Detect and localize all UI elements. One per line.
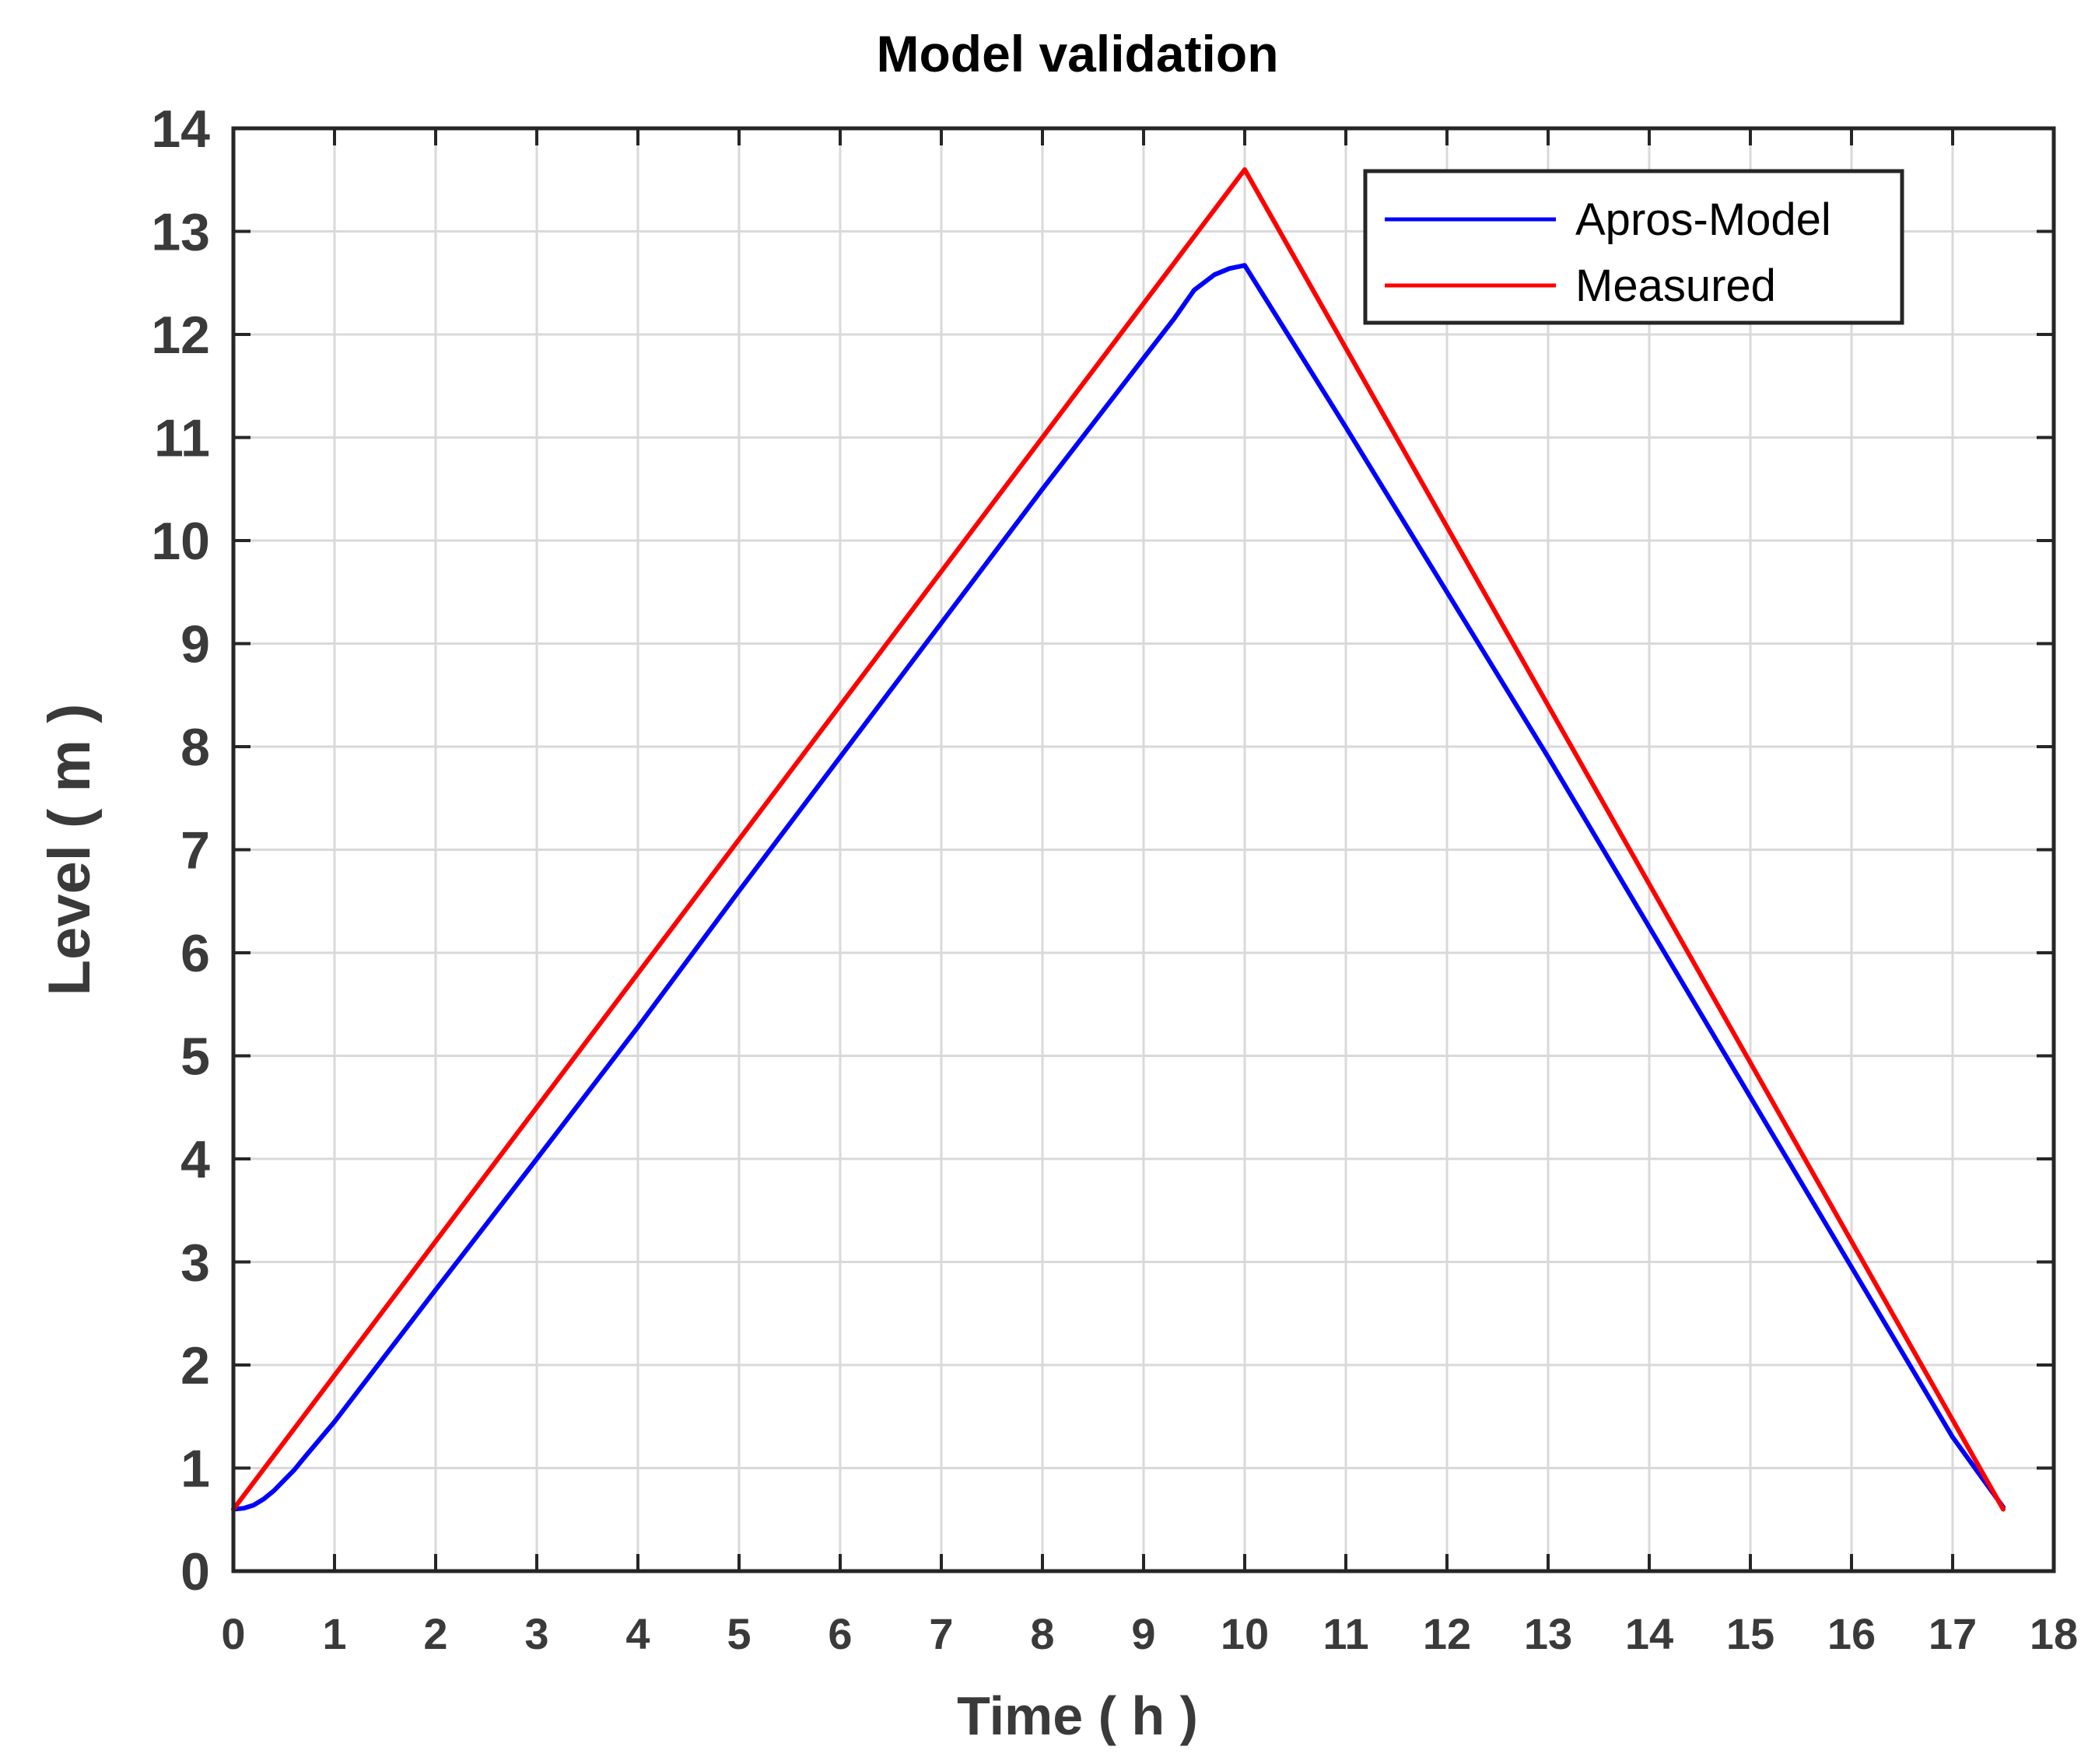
- x-tick-label: 1: [322, 1609, 346, 1658]
- y-tick-label: 11: [154, 409, 210, 468]
- y-tick-label: 6: [180, 924, 210, 983]
- x-tick-label: 6: [828, 1609, 852, 1658]
- x-tick-label: 12: [1423, 1609, 1471, 1658]
- y-tick-label: 14: [151, 100, 210, 159]
- y-tick-label: 0: [180, 1542, 210, 1601]
- legend-label-measured: Measured: [1575, 261, 1776, 311]
- y-tick-label: 3: [180, 1234, 210, 1293]
- x-tick-label: 4: [625, 1609, 650, 1658]
- y-tick-label: 1: [180, 1440, 210, 1499]
- series-line-measured: [231, 167, 2006, 1512]
- x-tick-label: 18: [2030, 1609, 2078, 1658]
- y-tick-label: 4: [180, 1130, 210, 1189]
- y-tick-label: 9: [180, 615, 210, 674]
- x-axis-title: Time ( h ): [957, 1685, 1198, 1746]
- x-tick-label: 13: [1524, 1609, 1572, 1658]
- x-tick-label: 17: [1929, 1609, 1977, 1658]
- y-tick-label: 10: [151, 512, 210, 571]
- y-tick-label: 13: [151, 203, 210, 262]
- y-axis-title: Level ( m ): [37, 704, 103, 996]
- x-tick-label: 8: [1030, 1609, 1054, 1658]
- x-tick-label: 14: [1625, 1609, 1673, 1658]
- legend-label-apros-model: Apros-Model: [1575, 194, 1831, 245]
- y-tick-label: 5: [180, 1027, 210, 1087]
- x-tick-label: 10: [1221, 1609, 1269, 1658]
- grid: [233, 128, 2054, 1571]
- ticks: 0 1 2 3 4 5 6 7 8 9 10 11 12 13 14 15 16 17 18012345678910…: [151, 100, 2078, 1658]
- x-tick-label: 16: [1827, 1609, 1876, 1658]
- x-tick-label: 11: [1323, 1609, 1368, 1658]
- x-tick-label: 15: [1726, 1609, 1774, 1658]
- x-tick-label: 0: [221, 1609, 245, 1658]
- series-line-apros-model: [231, 263, 2006, 1512]
- series-layer: [231, 167, 2006, 1512]
- legend: Apros-Model Measured: [1363, 169, 1904, 325]
- x-tick-label: 9: [1131, 1609, 1155, 1658]
- chart-title: Model validation: [876, 25, 1278, 82]
- x-tick-label: 2: [423, 1609, 447, 1658]
- y-tick-label: 7: [180, 821, 210, 880]
- x-tick-label: 5: [727, 1609, 751, 1658]
- y-tick-label: 12: [151, 306, 210, 365]
- x-tick-label: 7: [929, 1609, 953, 1658]
- legend-box: [1363, 169, 1904, 325]
- x-tick-label: 3: [524, 1609, 548, 1658]
- y-tick-label: 8: [180, 718, 210, 777]
- y-tick-label: 2: [180, 1336, 210, 1395]
